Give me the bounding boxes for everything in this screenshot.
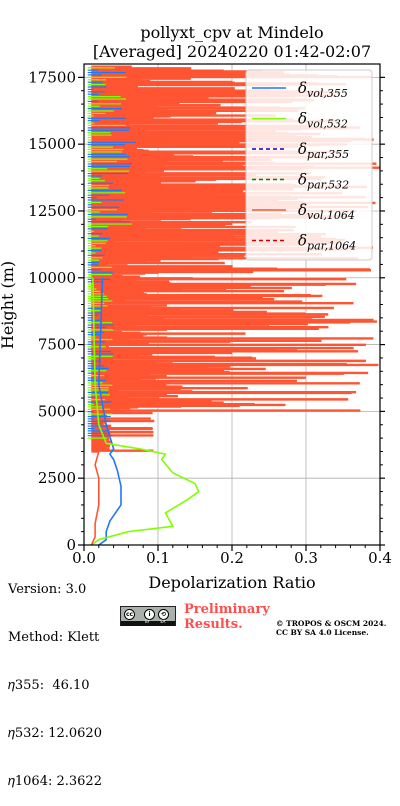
copyright-line1: © TROPOS & OSCM 2024. <box>276 619 387 628</box>
x-tick-label: 0.0 <box>72 549 96 567</box>
x-tick-label: 0.3 <box>294 549 318 567</box>
preliminary-note: Preliminary Results. <box>184 602 270 632</box>
legend-entry: δpar,1064 <box>298 232 356 253</box>
legend-entry: δpar,532 <box>298 171 349 192</box>
cc-icon: cc <box>124 609 135 620</box>
y-tick-label: 2500 <box>38 469 76 487</box>
legend-symbol: δ <box>298 79 307 97</box>
x-tick-label: 0.1 <box>146 549 170 567</box>
legend-subscript: par,355 <box>307 148 349 161</box>
y-tick-label: 12500 <box>28 202 76 220</box>
preliminary-line2: Results. <box>184 617 243 632</box>
legend-symbol: δ <box>298 140 307 158</box>
x-tick-label: 0.2 <box>220 549 244 567</box>
legend-subscript: par,532 <box>307 179 349 192</box>
legend-entry: δvol,532 <box>298 110 348 131</box>
y-axis-label: Height (m) <box>0 261 17 349</box>
y-tick-label: 5000 <box>38 402 76 420</box>
legend-entry: δvol,1064 <box>298 201 355 222</box>
legend-entry: δpar,355 <box>298 140 349 161</box>
sa-icon: ⟲ <box>158 609 169 620</box>
legend-entry: δvol,355 <box>298 79 348 100</box>
method-text: Method: Klett <box>8 630 100 645</box>
y-tick-label: 15000 <box>28 135 76 153</box>
series-line-vol-355 <box>97 277 122 546</box>
preliminary-line1: Preliminary <box>184 602 270 617</box>
legend: δvol,355δvol,532δpar,355δpar,532δvol,106… <box>245 69 373 261</box>
legend-symbol: δ <box>298 201 307 219</box>
legend-subscript: vol,1064 <box>307 209 355 222</box>
plot-frame <box>83 63 381 546</box>
legend-symbol: δ <box>298 232 307 250</box>
legend-symbol: δ <box>298 110 307 128</box>
sa-label: SA <box>160 619 166 624</box>
legend-box <box>245 69 373 261</box>
chart-title-line1: pollyxt_cpv at Mindelo <box>140 23 323 42</box>
copyright-note: © TROPOS & OSCM 2024. CC BY SA 4.0 Licen… <box>276 619 386 637</box>
copyright-line2: CC BY SA 4.0 License. <box>276 628 369 637</box>
depolarization-chart: pollyxt_cpv at Mindelo [Averaged] 202402… <box>0 23 392 592</box>
eta532-text: 𝜂532: 12.0620 <box>8 726 102 741</box>
legend-subscript: par,1064 <box>307 240 356 253</box>
y-tick-label: 0 <box>66 536 76 554</box>
legend-symbol: δ <box>298 171 307 189</box>
x-tick-label: 0.4 <box>368 549 392 567</box>
series-line-vol-532 <box>90 277 200 546</box>
cc-license-badge: cc i ⟲ BY SA <box>120 606 176 626</box>
series-lines <box>90 277 200 546</box>
y-tick-label: 10000 <box>28 269 76 287</box>
legend-subscript: vol,532 <box>307 118 348 131</box>
y-tick-label: 7500 <box>38 336 76 354</box>
cc-badge-strip: BY SA <box>121 619 175 626</box>
x-axis-label: Depolarization Ratio <box>148 573 315 592</box>
axes: 0.0 0.1 0.2 0.3 0.4 0 2500 5000 7500 10000 12500 15… <box>28 63 392 567</box>
series-line-vol-1064 <box>90 451 100 546</box>
chart-title-line2: [Averaged] 20240220 01:42-02:07 <box>93 42 371 61</box>
by-label: BY <box>145 619 150 624</box>
footer-info: Version: 3.0 Method: Klett 𝜂355: 46.10 𝜂… <box>8 550 102 806</box>
eta355-text: 𝜂355: 46.10 <box>8 678 90 693</box>
eta1064-text: 𝜂1064: 2.3622 <box>8 774 102 789</box>
version-text: Version: 3.0 <box>8 582 87 597</box>
by-icon: i <box>144 609 155 620</box>
legend-subscript: vol,355 <box>307 87 348 100</box>
y-tick-label: 17500 <box>28 68 76 86</box>
